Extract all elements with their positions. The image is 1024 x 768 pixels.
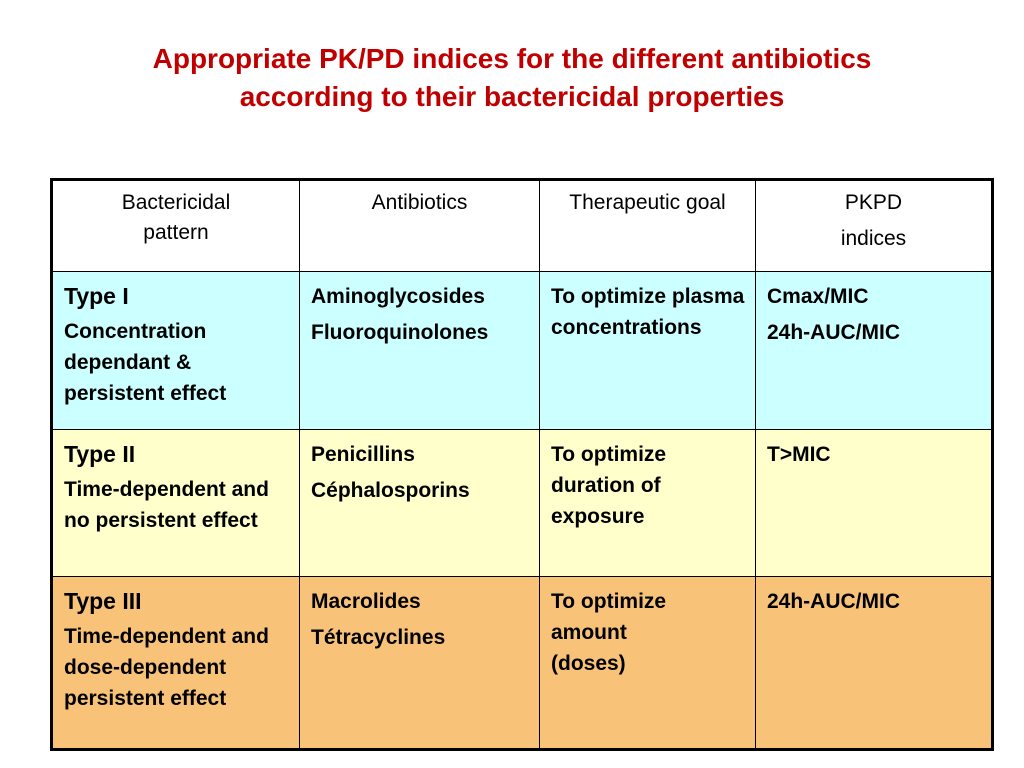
row-goal: To optimize plasma concentrations: [551, 285, 745, 339]
row-antibiotics-cell: Aminoglycosides Fluoroquinolones: [299, 271, 540, 430]
header-goal-label: Therapeutic goal: [569, 191, 726, 214]
title-line-2: according to their bactericidal properti…: [239, 81, 785, 112]
row-goal: To optimize amount (doses): [551, 590, 667, 675]
pkpd-table: Bactericidal pattern Antibiotics Therape…: [50, 178, 994, 751]
table-row: Type III Time-dependent and dose-depende…: [51, 576, 993, 750]
header-pkpd-line2: indices: [840, 227, 907, 250]
header-pkpd: PKPD indices: [755, 179, 993, 272]
table-row: Type II Time-dependent and no persistent…: [51, 429, 993, 577]
header-antibiotics: Antibiotics: [299, 179, 540, 272]
header-row: Bactericidal pattern Antibiotics Therape…: [51, 179, 993, 272]
row-description: Time-dependent and dose-dependent persis…: [64, 625, 269, 710]
index-item: 24h-AUC/MIC: [767, 321, 901, 344]
row-antibiotics-cell: Penicillins Céphalosporins: [299, 429, 540, 577]
row-indices-cell: 24h-AUC/MIC: [755, 576, 993, 750]
header-pattern: Bactericidal pattern: [51, 179, 300, 272]
row-type: Type III: [64, 588, 142, 614]
row-type: Type II: [64, 441, 136, 467]
row-description: Concentration dependant & persistent eff…: [64, 320, 227, 405]
antibiotic-item: Aminoglycosides: [311, 285, 485, 308]
row-antibiotics-cell: Macrolides Tétracyclines: [299, 576, 540, 750]
table-row: Type I Concentration dependant & persist…: [51, 271, 993, 430]
row-type: Type I: [64, 283, 129, 309]
antibiotic-item: Tétracyclines: [311, 626, 446, 649]
index-item: T>MIC: [767, 443, 831, 466]
row-goal-cell: To optimize plasma concentrations: [539, 271, 756, 430]
page-title: Appropriate PK/PD indices for the differ…: [0, 40, 1024, 116]
row-pattern-cell: Type I Concentration dependant & persist…: [51, 271, 300, 430]
header-pattern-label: Bactericidal pattern: [121, 191, 231, 244]
title-line-1: Appropriate PK/PD indices for the differ…: [152, 43, 872, 74]
row-goal-cell: To optimize duration of exposure: [539, 429, 756, 577]
header-goal: Therapeutic goal: [539, 179, 756, 272]
header-pkpd-line1: PKPD: [844, 191, 903, 214]
row-description: Time-dependent and no persistent effect: [64, 478, 269, 532]
row-goal: To optimize duration of exposure: [551, 443, 667, 528]
antibiotic-item: Céphalosporins: [311, 479, 470, 502]
antibiotic-item: Penicillins: [311, 443, 415, 466]
row-indices-cell: T>MIC: [755, 429, 993, 577]
row-goal-cell: To optimize amount (doses): [539, 576, 756, 750]
row-pattern-cell: Type III Time-dependent and dose-depende…: [51, 576, 300, 750]
antibiotic-item: Macrolides: [311, 590, 421, 613]
index-item: 24h-AUC/MIC: [767, 590, 901, 613]
row-indices-cell: Cmax/MIC 24h-AUC/MIC: [755, 271, 993, 430]
antibiotic-item: Fluoroquinolones: [311, 321, 489, 344]
row-pattern-cell: Type II Time-dependent and no persistent…: [51, 429, 300, 577]
header-antibiotics-label: Antibiotics: [371, 191, 468, 214]
index-item: Cmax/MIC: [767, 285, 869, 308]
